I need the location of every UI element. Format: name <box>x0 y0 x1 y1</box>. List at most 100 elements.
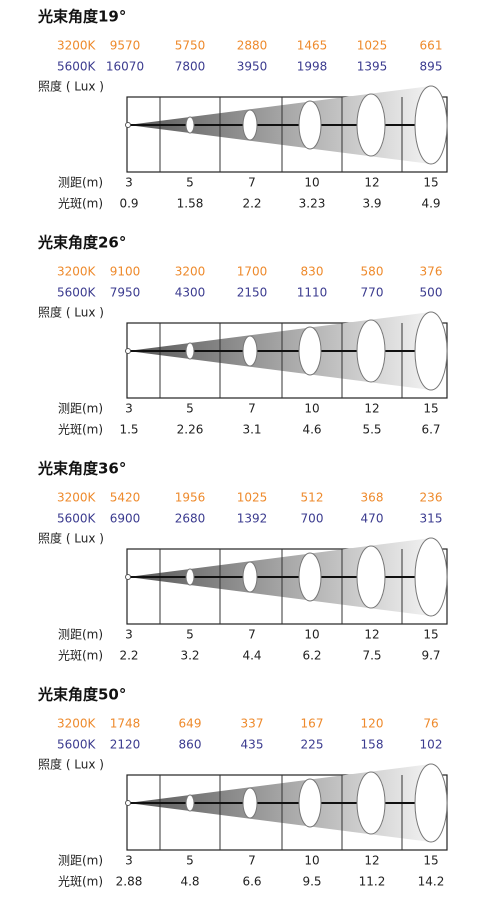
spot-value: 4.9 <box>421 197 440 211</box>
spot-value: 3.9 <box>362 197 381 211</box>
distance-value: 15 <box>423 402 438 416</box>
distance-value: 7 <box>248 176 256 190</box>
beam-panel: 光束角度26° 3200K 9100 3200 1700 830 580 376 5600K 79… <box>37 234 448 437</box>
distance-value: 3 <box>125 402 133 416</box>
lux-label: 照度 ( Lux ) <box>38 531 104 546</box>
distance-value: 5 <box>186 176 194 190</box>
lux-label: 照度 ( Lux ) <box>38 305 104 320</box>
origin <box>125 122 131 128</box>
spot-value: 6.7 <box>421 423 440 437</box>
warm-value: 2880 <box>237 39 268 53</box>
warm-label: 3200K <box>57 265 97 279</box>
spot-value: 6.6 <box>242 875 261 889</box>
warm-value: 120 <box>361 717 384 731</box>
distance-value: 3 <box>125 628 133 642</box>
spot-value: 0.9 <box>119 197 138 211</box>
distance-value: 5 <box>186 854 194 868</box>
distance-value: 12 <box>364 628 379 642</box>
warm-value: 661 <box>420 39 443 53</box>
spot-ellipse <box>242 561 258 593</box>
warm-label: 3200K <box>57 491 97 505</box>
warm-value: 5750 <box>175 39 206 53</box>
beam-panel: 光束角度19° 3200K 9570 5750 2880 1465 1025 661 5600K… <box>37 8 448 211</box>
spot-ellipse <box>185 116 195 134</box>
distance-label: 测距(m) <box>58 854 103 868</box>
spot-label: 光斑(m) <box>58 197 103 211</box>
warm-value: 580 <box>361 265 384 279</box>
warm-value: 649 <box>179 717 202 731</box>
distance-value: 7 <box>248 628 256 642</box>
warm-value: 1956 <box>175 491 206 505</box>
cool-value: 1998 <box>297 60 328 74</box>
cool-value: 3950 <box>237 60 268 74</box>
spot-value: 9.5 <box>302 875 321 889</box>
warm-value: 376 <box>420 265 443 279</box>
cool-value: 6900 <box>110 512 141 526</box>
spot-ellipse <box>185 794 195 812</box>
lux-label: 照度 ( Lux ) <box>38 79 104 94</box>
spot-ellipse <box>298 326 322 376</box>
distance-value: 12 <box>364 176 379 190</box>
warm-value: 3200 <box>175 265 206 279</box>
spot-value: 11.2 <box>359 875 386 889</box>
warm-value: 1465 <box>297 39 328 53</box>
cool-value: 895 <box>420 60 443 74</box>
cool-label: 5600K <box>57 738 97 752</box>
spot-value: 2.88 <box>116 875 143 889</box>
spot-ellipse <box>298 778 322 828</box>
warm-value: 5420 <box>110 491 141 505</box>
lux-label: 照度 ( Lux ) <box>38 757 104 772</box>
spot-value: 3.1 <box>242 423 261 437</box>
cool-value: 2120 <box>110 738 141 752</box>
spot-value: 3.23 <box>299 197 326 211</box>
warm-value: 512 <box>301 491 324 505</box>
cool-value: 102 <box>420 738 443 752</box>
warm-label: 3200K <box>57 39 97 53</box>
spot-ellipse <box>298 552 322 602</box>
cool-value: 435 <box>241 738 264 752</box>
spot-label: 光斑(m) <box>58 649 103 663</box>
cool-value: 315 <box>420 512 443 526</box>
panel-title: 光束角度50° <box>37 686 126 704</box>
spot-ellipse <box>242 335 258 367</box>
distance-label: 测距(m) <box>58 176 103 190</box>
distance-label: 测距(m) <box>58 628 103 642</box>
cool-value: 4300 <box>175 286 206 300</box>
spot-value: 1.5 <box>119 423 138 437</box>
spot-ellipse <box>356 771 386 835</box>
spot-label: 光斑(m) <box>58 875 103 889</box>
warm-value: 1025 <box>237 491 268 505</box>
cool-value: 1110 <box>297 286 328 300</box>
cool-value: 1392 <box>237 512 268 526</box>
spot-value: 2.26 <box>177 423 204 437</box>
distance-value: 10 <box>304 628 319 642</box>
distance-value: 3 <box>125 176 133 190</box>
spot-value: 14.2 <box>418 875 445 889</box>
spot-ellipse <box>414 85 448 165</box>
distance-value: 5 <box>186 628 194 642</box>
warm-value: 9100 <box>110 265 141 279</box>
spot-value: 4.4 <box>242 649 261 663</box>
cool-value: 2680 <box>175 512 206 526</box>
cool-value: 2150 <box>237 286 268 300</box>
warm-value: 236 <box>420 491 443 505</box>
spot-ellipse <box>414 537 448 617</box>
panel-title: 光束角度26° <box>37 234 126 252</box>
spot-value: 9.7 <box>421 649 440 663</box>
distance-value: 7 <box>248 402 256 416</box>
spot-value: 5.5 <box>362 423 381 437</box>
panel-title: 光束角度36° <box>37 460 126 478</box>
warm-value: 1025 <box>357 39 388 53</box>
distance-value: 12 <box>364 854 379 868</box>
spot-ellipse <box>414 311 448 391</box>
cool-label: 5600K <box>57 512 97 526</box>
origin <box>125 574 131 580</box>
warm-value: 368 <box>361 491 384 505</box>
distance-value: 10 <box>304 176 319 190</box>
spot-ellipse <box>356 319 386 383</box>
distance-value: 5 <box>186 402 194 416</box>
cool-label: 5600K <box>57 60 97 74</box>
cool-value: 1395 <box>357 60 388 74</box>
